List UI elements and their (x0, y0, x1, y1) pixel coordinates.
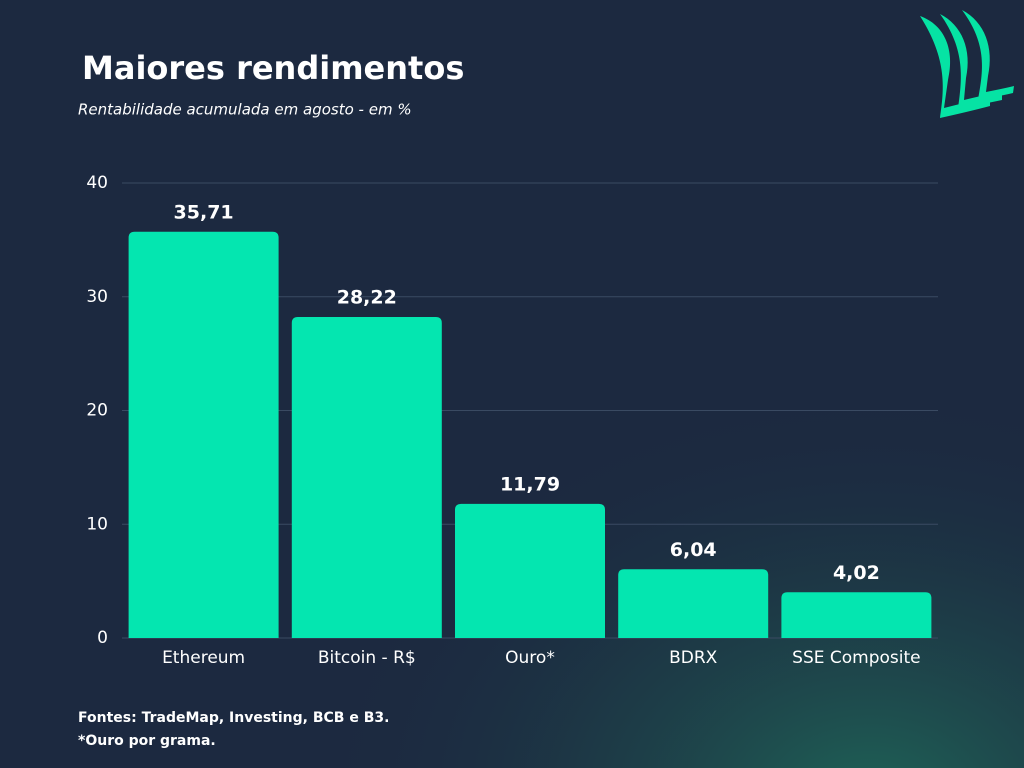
bar (128, 231, 279, 638)
annotation: *Ouro por grama. (78, 733, 216, 749)
x-tick-label: Ethereum (162, 648, 245, 668)
bar (781, 592, 932, 638)
bar (455, 503, 605, 638)
chart-subtitle: Rentabilidade acumulada em agosto - em % (78, 101, 412, 119)
chart-title: Maiores rendimentos (82, 49, 464, 87)
x-tick-label: Bitcoin - R$ (318, 648, 416, 668)
value-label: 28,22 (337, 286, 397, 308)
value-label: 35,71 (174, 201, 234, 223)
x-tick-label: Ouro* (505, 648, 555, 668)
y-tick-label: 20 (86, 401, 108, 421)
x-tick-label: SSE Composite (792, 648, 920, 668)
value-label: 6,04 (670, 539, 717, 561)
y-tick-label: 0 (97, 628, 108, 648)
y-tick-label: 10 (86, 514, 108, 534)
value-label: 11,79 (500, 473, 560, 495)
x-tick-label: BDRX (669, 648, 718, 668)
y-tick-label: 30 (86, 287, 108, 307)
logo (920, 10, 1014, 118)
value-label: 4,02 (833, 562, 880, 584)
y-tick-label: 40 (86, 173, 108, 193)
bar (291, 316, 442, 638)
bar (618, 569, 769, 638)
annotation: Fontes: TradeMap, Investing, BCB e B3. (78, 710, 389, 726)
